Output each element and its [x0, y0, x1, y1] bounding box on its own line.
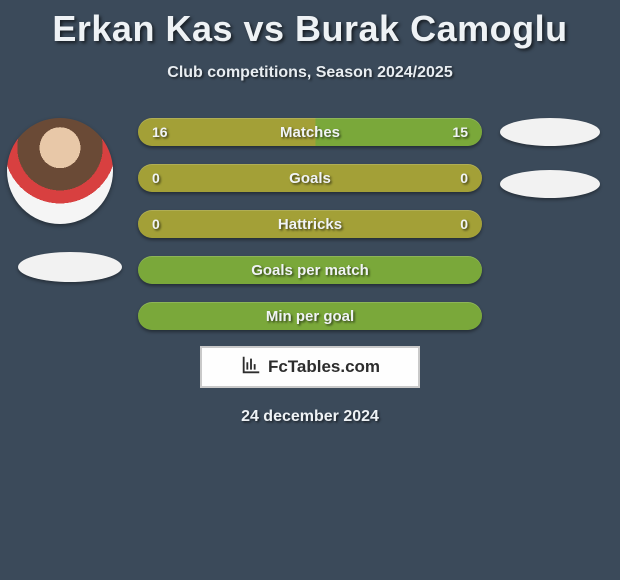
stat-label: Goals: [138, 164, 482, 192]
stat-bar: Matches16 15: [138, 118, 482, 146]
page-title: Erkan Kas vs Burak Camoglu: [0, 0, 620, 50]
watermark-text: FcTables.com: [268, 357, 380, 377]
chart-icon: [240, 354, 262, 381]
subtitle: Club competitions, Season 2024/2025: [0, 64, 620, 82]
player-left-avatar: [7, 118, 113, 224]
date-label: 24 december 2024: [0, 408, 620, 426]
stat-label: Matches: [138, 118, 482, 146]
stat-value-right: 0: [460, 164, 468, 192]
player-right-flag-1: [500, 118, 600, 146]
stat-label: Hattricks: [138, 210, 482, 238]
stat-bars: Matches1615Goals00Hattricks00Goals per m…: [138, 118, 482, 348]
stat-bar: Goals per match: [138, 256, 482, 284]
stat-value-right: 15: [452, 118, 468, 146]
stat-value-left: 16: [152, 118, 168, 146]
player-right-flag-2: [500, 170, 600, 198]
stat-value-left: 0: [152, 164, 160, 192]
stat-bar: Hattricks0 0: [138, 210, 482, 238]
stat-value-right: 0: [460, 210, 468, 238]
watermark: FcTables.com: [200, 346, 420, 388]
stat-bar: Min per goal: [138, 302, 482, 330]
stat-value-left: 0: [152, 210, 160, 238]
stat-label: Min per goal: [138, 302, 482, 330]
stat-bar: Goals0 0: [138, 164, 482, 192]
player-left-flag: [18, 252, 122, 282]
stat-label: Goals per match: [138, 256, 482, 284]
